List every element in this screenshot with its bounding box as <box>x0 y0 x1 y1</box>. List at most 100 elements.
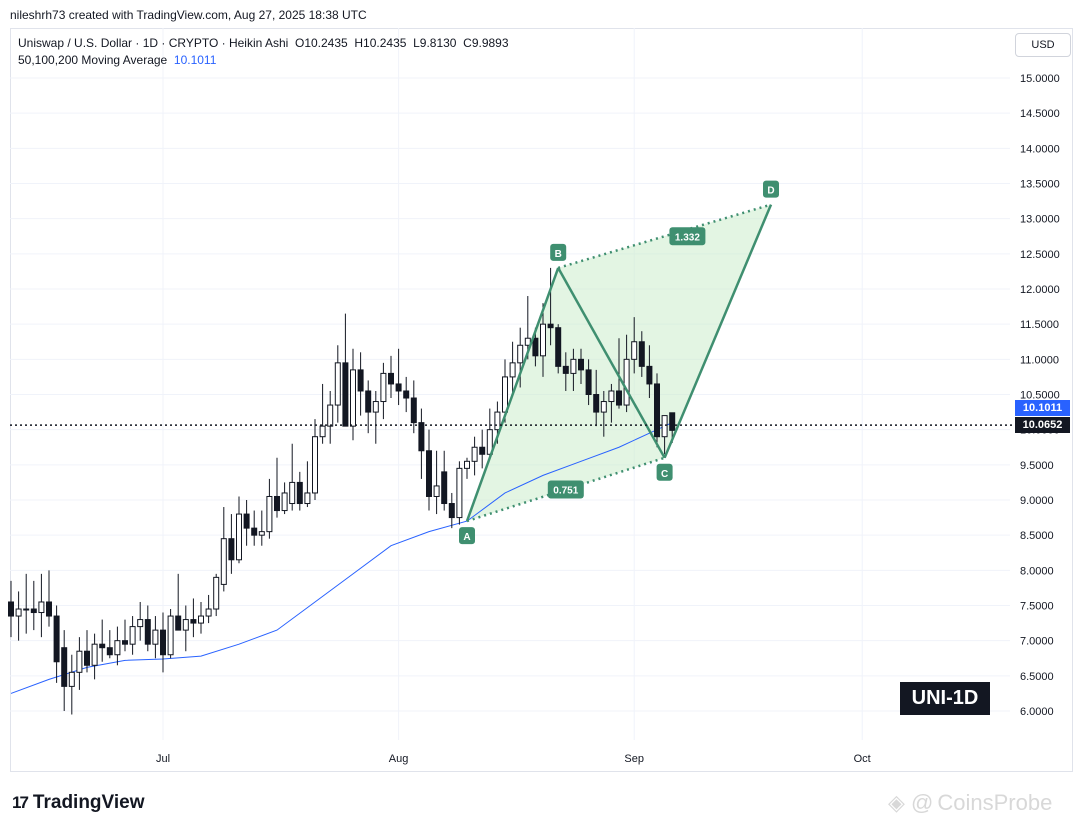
candle-body <box>471 446 478 462</box>
candle <box>342 313 349 427</box>
candle-body <box>220 538 227 585</box>
candle-body <box>61 647 68 687</box>
y-tick-label: 7.5000 <box>1020 601 1054 613</box>
candle-body <box>342 362 349 427</box>
candle-body <box>479 446 486 455</box>
candle <box>547 267 554 346</box>
x-tick-label: Oct <box>854 753 871 765</box>
candle-body <box>304 492 311 505</box>
tradingview-logo-icon: 17 <box>12 793 29 812</box>
candle-body <box>418 422 425 452</box>
candle <box>304 461 311 508</box>
candle <box>61 630 68 711</box>
y-axis-labels: 15.0000 14.5000 14.0000 13.5000 13.0000 12.50… <box>1020 73 1060 718</box>
candle <box>426 429 432 511</box>
legend-open: O10.2435 <box>294 36 348 50</box>
pattern-ratio-1.332: 1.332 <box>669 227 706 246</box>
chart-frame <box>10 28 1073 772</box>
candle <box>251 510 258 546</box>
pattern-point-label: A <box>463 532 470 543</box>
candle-body <box>638 341 645 367</box>
candle-body <box>502 376 508 413</box>
y-tick-label: 6.0000 <box>1020 706 1054 718</box>
candle <box>84 630 90 673</box>
candle-body <box>129 626 136 645</box>
candle-body <box>456 467 463 519</box>
legend-ma-row: 50,100,200 Moving Average 10.1011 <box>18 52 509 69</box>
pattern-point-d: D <box>763 180 779 198</box>
candle <box>395 348 402 406</box>
currency-button[interactable]: USD <box>1015 33 1071 57</box>
candle-body <box>281 492 288 512</box>
candle-body <box>372 401 379 413</box>
candle <box>289 443 296 511</box>
candle <box>160 612 166 673</box>
candle-body <box>334 362 341 406</box>
candle-body <box>365 390 372 413</box>
legend-ma-label: 50,100,200 Moving Average <box>18 53 168 67</box>
candle <box>76 637 83 690</box>
candle-body <box>319 425 326 438</box>
candle-body <box>312 436 318 494</box>
candle <box>654 373 660 448</box>
candle-body <box>350 369 356 427</box>
tradingview-logo[interactable]: 17 TradingView <box>12 792 145 814</box>
candle-body <box>631 341 638 360</box>
pattern-ratio-label: 1.332 <box>675 232 700 243</box>
candle <box>623 334 630 413</box>
candle <box>213 573 220 617</box>
y-tick-label: 12.0000 <box>1020 284 1060 296</box>
candle-body <box>106 647 113 656</box>
candle-body <box>213 576 220 610</box>
candle-body <box>23 608 30 611</box>
pattern-point-box <box>763 180 779 198</box>
candles-group <box>8 267 676 715</box>
pattern-ratio-0.751: 0.751 <box>547 480 584 499</box>
candle-body <box>357 369 364 392</box>
candle <box>137 601 144 641</box>
candle-body <box>494 411 501 431</box>
candle-body <box>114 640 121 656</box>
candle <box>281 482 288 515</box>
candle <box>646 345 653 399</box>
candle <box>144 605 151 652</box>
candle-body <box>327 404 334 427</box>
pattern-ratio-line <box>557 203 772 270</box>
candle <box>274 457 280 518</box>
y-tick-label: 9.5000 <box>1020 460 1054 472</box>
candle-body <box>30 608 37 614</box>
y-tick-label: 10.5000 <box>1020 390 1060 402</box>
candle <box>578 348 584 384</box>
candle-body <box>547 323 554 329</box>
candle-body <box>654 383 660 438</box>
pattern-leg <box>663 204 773 459</box>
candle <box>357 352 364 416</box>
candle <box>312 419 318 500</box>
watermark-icon: ◈ @ <box>888 790 934 815</box>
candle-body <box>410 397 417 424</box>
candle <box>23 573 30 634</box>
candle <box>8 580 14 638</box>
candle <box>167 609 174 659</box>
candle <box>38 573 45 638</box>
candle <box>441 450 448 511</box>
candle-body <box>578 358 584 371</box>
candle-body <box>517 344 524 364</box>
watermark-text: CoinsProbe <box>937 790 1053 815</box>
pattern-point-c: C <box>656 463 673 481</box>
candle <box>471 436 478 476</box>
candle-body <box>509 362 516 378</box>
legend-symbol-row: Uniswap / U.S. Dollar · 1D · CRYPTO · He… <box>18 35 509 52</box>
candle-body <box>646 365 653 385</box>
pattern-point-box <box>459 527 475 545</box>
candle <box>350 348 356 441</box>
legend-symbol: Uniswap / U.S. Dollar · 1D · CRYPTO · He… <box>18 36 289 50</box>
x-tick-label: Jul <box>156 753 170 765</box>
candle <box>479 429 486 469</box>
y-tick-label: 15.0000 <box>1020 73 1060 85</box>
candle-body <box>152 629 159 645</box>
candle <box>266 478 273 539</box>
candle <box>410 380 417 434</box>
candle-body <box>144 619 151 645</box>
